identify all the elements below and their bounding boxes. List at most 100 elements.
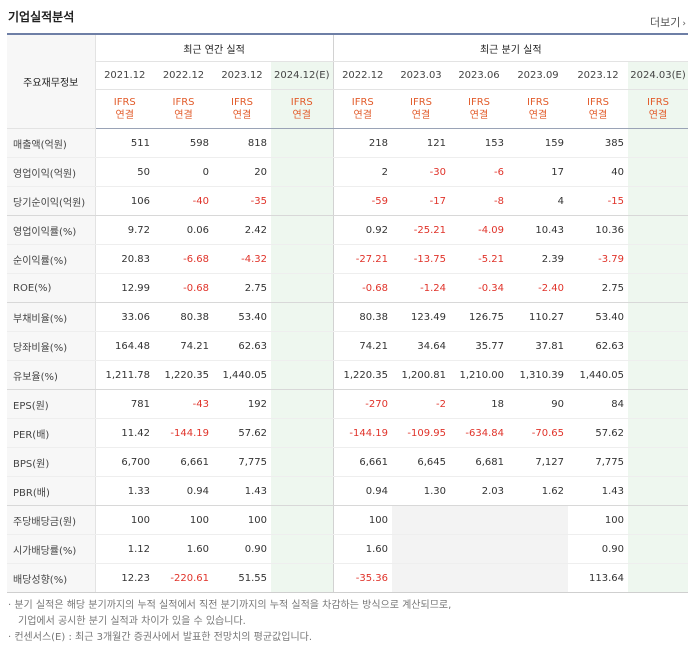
table-cell: 2.75 [568, 273, 628, 303]
row-label: 매출액(억원) [7, 128, 95, 158]
row-label: EPS(원) [7, 389, 95, 419]
table-cell: 6,645 [392, 447, 450, 477]
table-cell: 53.40 [213, 302, 271, 332]
table-cell [628, 418, 688, 448]
table-row: PER(배) 11.42 -144.19 57.62 -144.19 -109.95 -63… [7, 418, 688, 448]
table-cell: 2.03 [450, 476, 508, 506]
basis-header: IFRS 연결 [392, 89, 450, 129]
table-cell: 84 [568, 389, 628, 419]
table-cell [450, 505, 508, 535]
table-cell: 1,200.81 [392, 360, 450, 390]
table-cell: -25.21 [392, 215, 450, 245]
table-cell: 1,210.00 [450, 360, 508, 390]
table-cell [271, 331, 333, 361]
table-cell: -634.84 [450, 418, 508, 448]
table-cell: -15 [568, 186, 628, 216]
more-label: 더보기 [650, 16, 681, 29]
period-header: 2022.12 [154, 61, 213, 90]
table-cell: -0.34 [450, 273, 508, 303]
more-link[interactable]: 더보기 › [650, 14, 686, 30]
table-cell: 121 [392, 128, 450, 158]
basis-header: IFRS 연결 [450, 89, 508, 129]
table-cell: 20.83 [94, 244, 154, 274]
basis-label: 연결 [648, 110, 668, 121]
table-cell: -144.19 [332, 418, 392, 448]
table-row: 시가배당률(%) 1.12 1.60 0.90 1.60 0.90 [7, 534, 688, 564]
table-cell: 35.77 [450, 331, 508, 361]
table-cell: 159 [508, 128, 568, 158]
table-cell: -3.79 [568, 244, 628, 274]
table-cell [271, 273, 333, 303]
table-cell: 37.81 [508, 331, 568, 361]
table-cell: 53.40 [568, 302, 628, 332]
annual-group-header: 최근 연간 실적 [94, 33, 333, 62]
table-cell: -35 [213, 186, 271, 216]
basis-label: IFRS [290, 97, 313, 108]
basis-header: IFRS 연결 [332, 89, 392, 129]
table-cell: 1,220.35 [332, 360, 392, 390]
table-cell: 10.43 [508, 215, 568, 245]
table-row: 당기순이익(억원) 106 -40 -35 -59 -17 -8 4 -15 [7, 186, 688, 216]
basis-header: IFRS 연결 [94, 89, 154, 129]
table-cell: 1,440.05 [213, 360, 271, 390]
table-cell [271, 447, 333, 477]
table-row: 주당배당금(원) 100 100 100 100 100 [7, 505, 688, 535]
row-label: 당좌비율(%) [7, 331, 95, 361]
table-cell: -1.24 [392, 273, 450, 303]
table-cell [628, 360, 688, 390]
table-cell: 40 [568, 157, 628, 187]
table-cell: 17 [508, 157, 568, 187]
row-label: 유보율(%) [7, 360, 95, 390]
table-cell [271, 244, 333, 274]
table-cell [628, 389, 688, 419]
table-row: 당좌비율(%) 164.48 74.21 62.63 74.21 34.64 35.77 37… [7, 331, 688, 361]
table-cell [271, 505, 333, 535]
table-cell: 90 [508, 389, 568, 419]
table-cell: -43 [154, 389, 213, 419]
table-cell: 123.49 [392, 302, 450, 332]
table-cell: 100 [94, 505, 154, 535]
table-cell [628, 331, 688, 361]
table-cell [271, 302, 333, 332]
table-cell: 11.42 [94, 418, 154, 448]
table-cell: 106 [94, 186, 154, 216]
table-cell: 218 [332, 128, 392, 158]
table-cell: 2.39 [508, 244, 568, 274]
footnote: 기업에서 공시한 분기 실적과 차이가 있을 수 있습니다. [18, 616, 246, 627]
table-cell [508, 505, 568, 535]
financial-table: 주요재무정보 최근 연간 실적 최근 분기 실적 2021.12 2022.12 2… [7, 33, 688, 593]
basis-label: 연결 [115, 110, 134, 121]
table-cell: 1.30 [392, 476, 450, 506]
row-label: PER(배) [7, 418, 95, 448]
table-cell [628, 476, 688, 506]
row-label: 당기순이익(억원) [7, 186, 95, 216]
table-cell: -0.68 [154, 273, 213, 303]
table-cell: -40 [154, 186, 213, 216]
table-cell: 2.75 [213, 273, 271, 303]
table-cell: 1.43 [568, 476, 628, 506]
table-cell [271, 563, 333, 593]
table-cell [628, 447, 688, 477]
table-row: 부채비율(%) 33.06 80.38 53.40 80.38 123.49 126.75 1… [7, 302, 688, 332]
table-cell [450, 563, 508, 593]
basis-label: IFRS [172, 97, 195, 108]
table-cell: 51.55 [213, 563, 271, 593]
table-cell: 113.64 [568, 563, 628, 593]
table-cell: -17 [392, 186, 450, 216]
table-cell: 110.27 [508, 302, 568, 332]
table-row: BPS(원) 6,700 6,661 7,775 6,661 6,645 6,681 7,12… [7, 447, 688, 477]
table-cell: 0.90 [568, 534, 628, 564]
table-cell: -8 [450, 186, 508, 216]
row-label: 순이익률(%) [7, 244, 95, 274]
table-cell [271, 186, 333, 216]
period-header: 2023.12 [568, 61, 628, 90]
footnote: · 분기 실적은 해당 분기까지의 누적 실적에서 직전 분기까지의 누적 실적… [8, 600, 452, 611]
table-row: 매출액(억원) 511 598 818 218 121 153 159 385 [7, 128, 688, 158]
table-cell: 0.92 [332, 215, 392, 245]
basis-header: IFRS 연결 [568, 89, 628, 129]
table-cell [271, 215, 333, 245]
row-label: BPS(원) [7, 447, 95, 477]
period-header: 2023.03 [392, 61, 450, 90]
basis-header: IFRS 연결 [154, 89, 213, 129]
table-cell [628, 302, 688, 332]
